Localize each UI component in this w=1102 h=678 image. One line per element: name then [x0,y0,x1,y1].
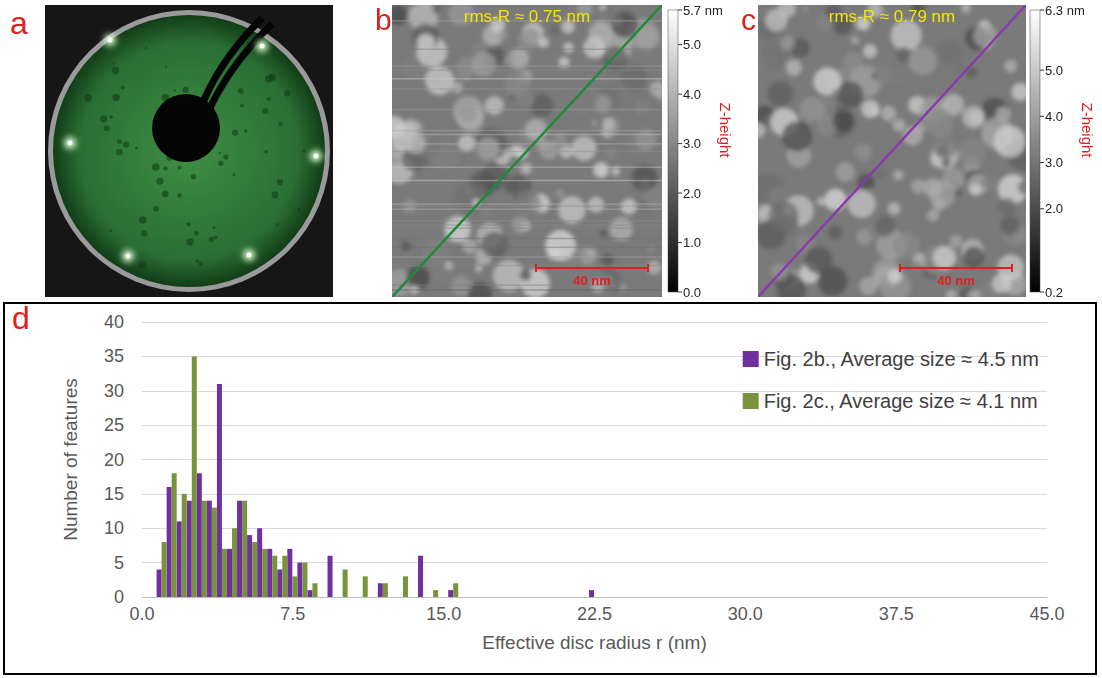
svg-text:3.0: 3.0 [1045,155,1063,170]
svg-text:15.0: 15.0 [426,604,461,624]
svg-text:22.5: 22.5 [577,604,612,624]
html-text:d: d [12,300,30,336]
svg-text:40: 40 [104,312,124,332]
svg-text:Number of features: Number of features [60,378,81,541]
svg-text:45.0: 45.0 [1029,604,1064,624]
svg-text:10: 10 [104,518,124,538]
svg-text:5.0: 5.0 [1045,63,1063,78]
svg-text:40 nm: 40 nm [573,273,611,288]
svg-text:37.5: 37.5 [879,604,914,624]
svg-text:rms-R ≈ 0.75 nm: rms-R ≈ 0.75 nm [464,7,590,26]
svg-text:Fig. 2c., Average size ≈ 4.1 n: Fig. 2c., Average size ≈ 4.1 nm [764,390,1038,412]
svg-text:c: c [741,3,756,36]
svg-text:3.0: 3.0 [683,136,701,151]
svg-text:Fig. 2b., Average size ≈ 4.5 n: Fig. 2b., Average size ≈ 4.5 nm [764,348,1039,370]
svg-text:30: 30 [104,381,124,401]
svg-text:20: 20 [104,450,124,470]
svg-text:0.0: 0.0 [683,285,701,300]
svg-text:35: 35 [104,346,124,366]
svg-text:5.7 nm: 5.7 nm [683,3,723,18]
svg-text:0.2: 0.2 [1045,285,1063,300]
svg-text:4.0: 4.0 [1045,109,1063,124]
svg-text:6.3 nm: 6.3 nm [1045,3,1085,18]
svg-text:1.0: 1.0 [683,235,701,250]
svg-text:4.0: 4.0 [683,87,701,102]
svg-text:7.5: 7.5 [280,604,305,624]
svg-text:Z-height: Z-height [717,102,734,158]
svg-text:Z-height: Z-height [1079,102,1096,158]
svg-text:0.0: 0.0 [129,604,154,624]
svg-text:2.0: 2.0 [1045,201,1063,216]
svg-text:5: 5 [114,553,124,573]
svg-text:a: a [10,5,28,41]
svg-text:b: b [375,3,392,36]
svg-text:Effective disc radius r (nm): Effective disc radius r (nm) [482,632,707,653]
svg-text:0: 0 [114,587,124,607]
svg-text:15: 15 [104,484,124,504]
svg-text:25: 25 [104,415,124,435]
svg-text:40 nm: 40 nm [937,273,975,288]
svg-text:30.0: 30.0 [728,604,763,624]
svg-text:5.0: 5.0 [683,37,701,52]
svg-text:2.0: 2.0 [683,186,701,201]
svg-text:rms-R ≈ 0.79 nm: rms-R ≈ 0.79 nm [829,7,955,26]
